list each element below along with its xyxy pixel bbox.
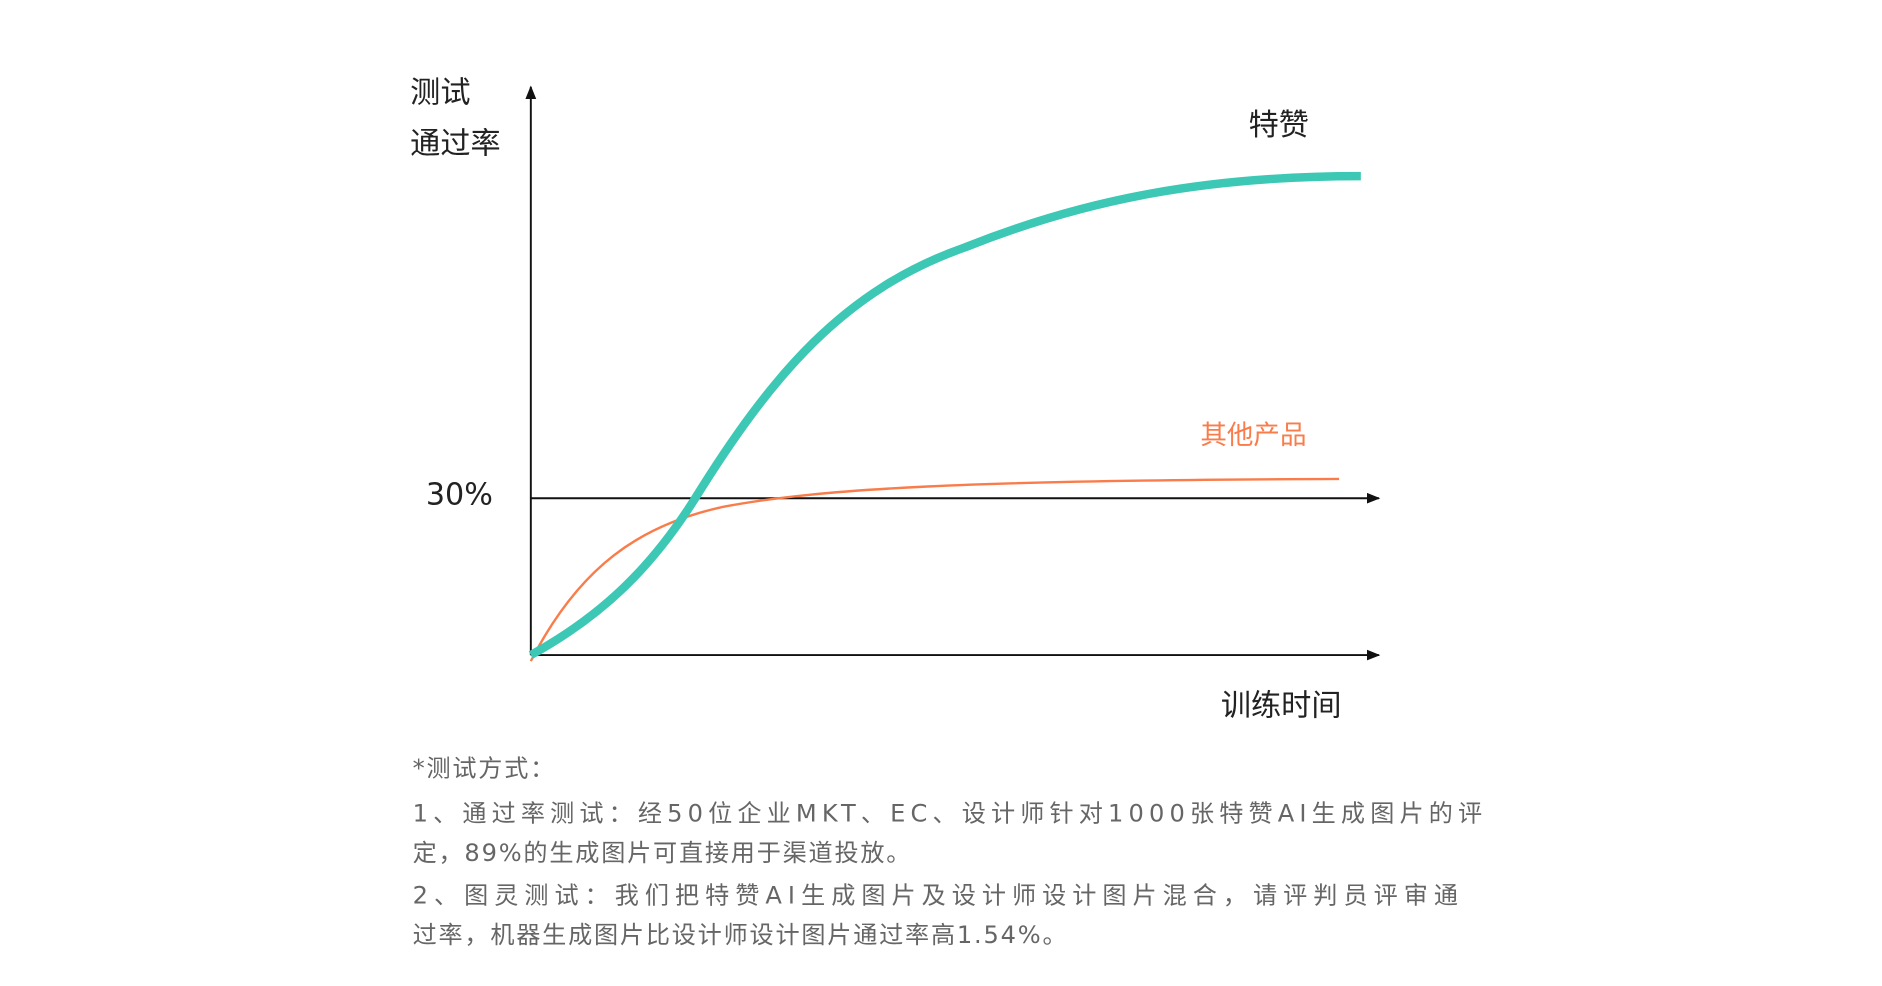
note-line: 定，89%的生成图片可直接用于渠道投放。 bbox=[413, 839, 913, 867]
series-label: 特赞 bbox=[1249, 108, 1309, 143]
note-line: 2、图灵测试：我们把特赞AI生成图片及设计师设计图片混合，请评判员评审通 bbox=[413, 881, 1460, 909]
series-label: 其他产品 bbox=[1200, 420, 1306, 451]
x-axis-label: 训练时间 bbox=[1221, 688, 1342, 723]
note-line: 1、通过率测试：经50位企业MKT、EC、设计师针对1000张特赞AI生成图片的… bbox=[413, 799, 1484, 827]
y-axis-label: 通过率 bbox=[410, 126, 500, 161]
y-axis-label: 测试 bbox=[410, 76, 470, 111]
reference-label: 30% bbox=[426, 477, 493, 512]
note-line: 过率，机器生成图片比设计师设计图片通过率高1.54%。 bbox=[413, 921, 1069, 949]
tezan-curve bbox=[528, 171, 1361, 659]
other-curve bbox=[529, 477, 1340, 662]
note-heading: *测试方式： bbox=[413, 755, 556, 783]
